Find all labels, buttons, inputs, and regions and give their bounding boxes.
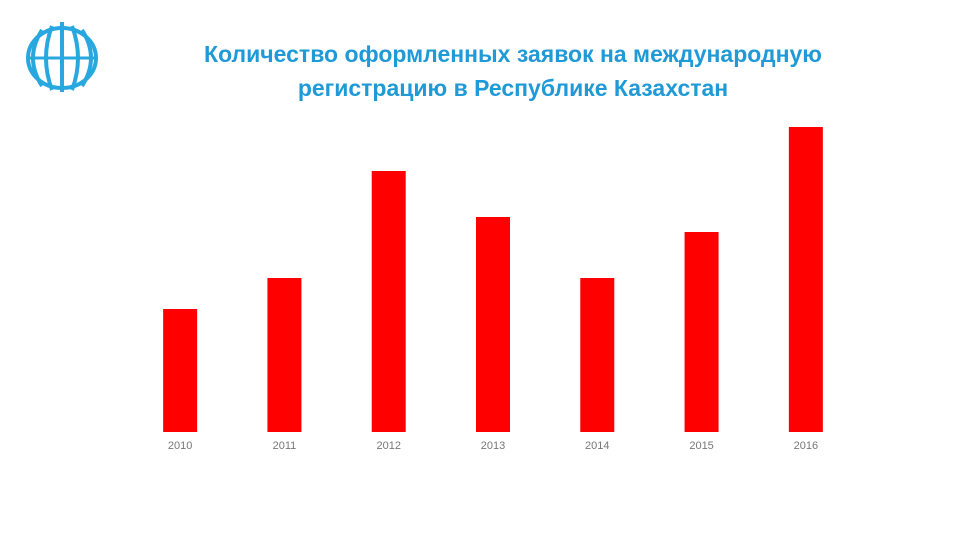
x-tick-label: 2010: [168, 440, 192, 452]
bar: [580, 278, 615, 432]
chart-title: регистрацию в Республике Казахстан: [298, 75, 728, 101]
bar: [684, 232, 719, 432]
x-tick-label: 2011: [273, 440, 297, 452]
logo: [26, 22, 98, 92]
bar: [371, 171, 406, 432]
x-tick-label: 2015: [689, 440, 713, 452]
bar: [267, 278, 302, 432]
x-tick-label: 2016: [794, 440, 818, 452]
x-tick-label: 2012: [376, 440, 400, 452]
x-tick-label: 2014: [585, 440, 609, 452]
bar: [788, 127, 823, 432]
x-tick-label: 2013: [481, 440, 505, 452]
chart-title: Количество оформленных заявок на междуна…: [204, 41, 822, 67]
bar: [163, 309, 198, 432]
bar: [476, 217, 510, 432]
